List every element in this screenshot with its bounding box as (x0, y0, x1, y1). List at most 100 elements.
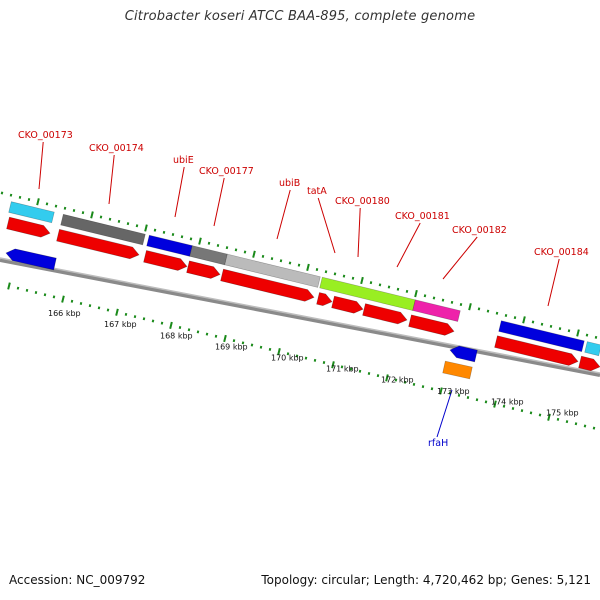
cds-arrow (494, 335, 579, 366)
gene-leader-line (317, 197, 336, 254)
lower-tick-mark (97, 306, 101, 310)
upper-tick-mark (315, 268, 319, 272)
upper-tick-mark (468, 303, 472, 311)
lower-tick-mark (556, 417, 560, 421)
upper-tick-mark (432, 296, 436, 300)
category-feature (189, 245, 228, 266)
lower-tick-mark (538, 413, 542, 417)
upper-tick-mark (45, 202, 49, 206)
lower-tick-mark (34, 291, 38, 295)
lower-tick-mark (133, 315, 137, 319)
gene-label: CKO_00174 (89, 143, 144, 154)
upper-tick-mark (27, 198, 31, 202)
upper-tick-mark (261, 254, 265, 258)
upper-tick-mark (189, 237, 193, 241)
lower-tick-mark (520, 409, 524, 413)
gene-leader-line (174, 166, 185, 218)
reverse-category-feature (442, 360, 473, 380)
upper-tick-mark (252, 250, 256, 258)
lower-tick-mark (124, 312, 128, 316)
upper-tick-mark (513, 316, 517, 320)
lower-tick-mark (214, 334, 218, 338)
upper-tick-mark (360, 276, 364, 285)
upper-tick-mark (378, 283, 382, 287)
gene-leader-line (442, 236, 478, 280)
upper-tick-mark (549, 324, 553, 328)
cds-arrow (362, 303, 408, 325)
scale-label: 168 kbp (160, 331, 193, 340)
lower-tick-mark (583, 424, 587, 428)
leader-layer (38, 141, 560, 438)
lower-tick-mark (79, 301, 83, 305)
upper-tick-mark (54, 204, 58, 208)
accession-text: Accession: NC_009792 (9, 573, 146, 587)
upper-tick-mark (414, 289, 418, 298)
lower-tick-mark (475, 398, 479, 402)
gene-label: tatA (307, 186, 327, 197)
scale-label: 171 kbp (326, 365, 359, 374)
gene-leader-line (276, 189, 291, 240)
upper-tick-mark (495, 311, 499, 315)
upper-tick-mark (387, 285, 391, 289)
reverse-feature-arrow (5, 248, 57, 271)
tick-dots-layer (0, 191, 598, 430)
lower-tick-mark (43, 293, 47, 297)
cds-arrow (220, 268, 315, 302)
lower-tick-mark (313, 358, 317, 362)
category-feature (584, 341, 600, 357)
upper-tick-mark (99, 215, 103, 219)
category-feature (8, 201, 55, 224)
backbone-layer (0, 257, 600, 377)
lower-tick-mark (115, 308, 119, 316)
upper-tick-mark (450, 300, 454, 304)
map-title: Citrobacter koseri ATCC BAA-895, complet… (124, 9, 476, 24)
upper-tick-mark (558, 327, 562, 331)
lower-tick-mark (385, 374, 389, 382)
topology-text: Topology: circular; Length: 4,720,462 bp… (261, 573, 591, 587)
lower-tick-mark (70, 299, 74, 303)
scale-label: 175 kbp (546, 409, 579, 418)
category-feature (60, 213, 146, 246)
lower-tick-mark (232, 339, 236, 343)
upper-tick-mark (207, 241, 211, 245)
gene-leader-line (38, 141, 44, 190)
lower-tick-mark (367, 371, 371, 375)
gene-leader-line (436, 389, 453, 438)
upper-tick-mark (459, 303, 463, 307)
upper-tick-mark (351, 276, 355, 280)
upper-tick-mark (153, 228, 157, 232)
upper-tick-mark (342, 274, 346, 278)
lower-tick-mark (106, 308, 110, 312)
gene-leader-line (108, 154, 115, 205)
scale-label: 167 kbp (104, 320, 137, 329)
upper-tick-mark (297, 263, 301, 267)
lower-tick-mark (340, 365, 344, 369)
upper-tick-mark (234, 248, 238, 252)
lower-tick-mark (277, 347, 281, 356)
lower-tick-mark (259, 345, 263, 349)
scale-label: 173 kbp (437, 387, 470, 396)
gene-label: ubiB (279, 178, 300, 189)
upper-tick-mark (171, 233, 175, 237)
upper-tick-mark (324, 270, 328, 274)
feature-layer (5, 201, 600, 380)
lower-tick-mark (268, 347, 272, 351)
cds-arrow (6, 216, 51, 238)
cds-arrow (143, 250, 188, 271)
upper-tick-mark (567, 329, 571, 333)
lower-tick-mark (178, 326, 182, 330)
upper-tick-mark (288, 261, 292, 265)
scale-label: 172 kbp (381, 376, 414, 385)
upper-tick-mark (81, 211, 85, 215)
gene-label: rfaH (428, 438, 448, 449)
lower-tick-mark (7, 282, 11, 290)
scale-label: 174 kbp (491, 398, 524, 407)
label-layer: CKO_00173 CKO_00174 ubiE CKO_00177 ubiB tatA C… (18, 130, 589, 449)
gene-label: CKO_00180 (335, 196, 390, 207)
lower-tick-mark (169, 321, 173, 330)
lower-tick-mark (493, 400, 497, 408)
upper-tick-mark (135, 224, 139, 228)
upper-tick-mark (72, 208, 76, 212)
lower-tick-mark (376, 374, 380, 378)
upper-tick-mark (90, 211, 94, 219)
